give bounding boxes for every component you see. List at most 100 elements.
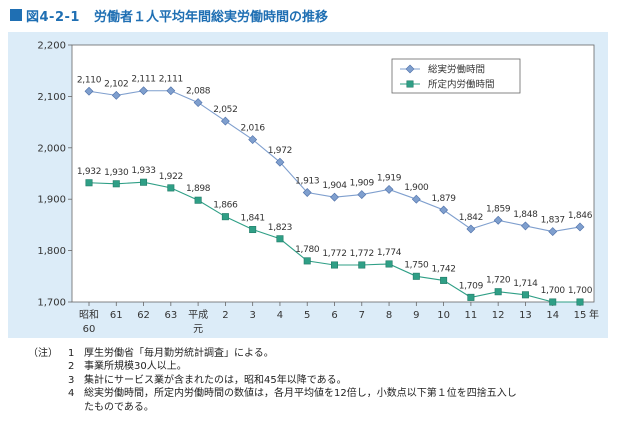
data-label: 1,720 <box>486 276 511 286</box>
data-label: 1,972 <box>268 146 292 156</box>
data-label: 1,909 <box>350 179 375 189</box>
data-point <box>302 188 312 197</box>
x-tick-label: 4 <box>277 310 283 321</box>
chart-panel: 1,700 1,800 1,900 2,000 2,100 2,200 昭和 60 61 62 63… <box>8 32 608 338</box>
data-point <box>549 298 557 306</box>
data-point <box>303 257 311 265</box>
data-point <box>439 205 449 215</box>
x-tick-label: 2 <box>222 310 228 321</box>
data-point <box>358 261 366 269</box>
legend-label: 総実労働時間 <box>428 64 485 76</box>
x-tick-label: 平成 <box>188 309 208 321</box>
x-tick-label: 10 <box>437 310 450 321</box>
x-tick-label: 60 <box>83 324 96 335</box>
note-text: 総実労働時間，所定内労働時間の数値は，各月平均値を12倍し，小数点以下第１位を四… <box>84 388 517 400</box>
x-tick-label: 11 <box>465 310 478 321</box>
data-point <box>548 227 558 237</box>
data-label: 2,110 <box>77 75 102 85</box>
x-tick-label: 61 <box>110 310 123 321</box>
note-number: 3 <box>68 374 75 386</box>
data-point <box>139 86 148 96</box>
data-label: 1,750 <box>404 260 429 270</box>
data-point <box>248 135 258 145</box>
data-point <box>467 293 475 301</box>
data-label: 2,111 <box>159 75 183 85</box>
data-point <box>406 80 414 88</box>
data-label: 1,859 <box>486 204 511 214</box>
data-label: 1,930 <box>104 168 129 178</box>
data-point <box>275 157 285 167</box>
data-point <box>466 224 476 234</box>
data-label: 1,714 <box>513 279 538 289</box>
data-point <box>84 86 94 96</box>
data-label: 2,016 <box>241 124 266 134</box>
note-item: 3 集計にサービス業が含まれたのは，昭和45年以降である。 <box>68 374 347 387</box>
x-tick-label: 63 <box>164 310 177 321</box>
note-text: 事業所規模30人以上。 <box>84 361 187 373</box>
data-label: 1,922 <box>159 172 183 182</box>
notes-head: （注） <box>28 348 58 359</box>
x-tick-label: 元 <box>193 324 203 335</box>
data-label: 1,904 <box>322 181 347 191</box>
data-point <box>112 180 120 188</box>
data-point <box>521 221 530 231</box>
data-label: 2,052 <box>213 105 237 115</box>
data-label: 1,842 <box>459 213 483 223</box>
data-label: 1,932 <box>77 167 101 177</box>
data-label: 1,774 <box>377 248 402 258</box>
data-point <box>166 86 176 96</box>
data-label: 1,841 <box>241 214 265 224</box>
data-label: 1,913 <box>295 177 319 187</box>
y-tick-label: 2,100 <box>37 92 66 103</box>
x-tick-label: 14 <box>546 310 559 321</box>
data-label: 2,088 <box>186 87 211 97</box>
figure-label: 図4-2-1 <box>26 9 80 25</box>
y-tick-label: 2,000 <box>37 143 66 154</box>
data-point <box>385 260 393 268</box>
data-point <box>330 261 338 269</box>
data-point <box>276 235 284 243</box>
data-label: 1,742 <box>431 264 455 274</box>
figure-title: 図4-2-1 労働者１人平均年間総実労働時間の推移 <box>10 4 328 26</box>
x-tick-label: 6 <box>331 310 337 321</box>
data-label: 1,848 <box>513 210 538 220</box>
data-label: 1,700 <box>568 286 593 296</box>
data-point <box>85 179 93 187</box>
x-tick-label: 62 <box>137 310 150 321</box>
note-item: 4 総実労働時間，所定内労働時間の数値は，各月平均値を12倍し，小数点以下第１位を… <box>68 387 517 400</box>
note-number: 4 <box>68 388 75 400</box>
note-continuation: たものである。 <box>84 401 154 413</box>
data-label: 1,846 <box>568 211 593 221</box>
x-tick-label: 昭和 <box>79 309 99 321</box>
data-point <box>494 288 502 296</box>
note-item: 2 事業所規模30人以上。 <box>68 360 187 373</box>
data-point <box>221 213 229 221</box>
data-point <box>357 190 367 199</box>
data-label: 1,823 <box>268 223 292 233</box>
data-label: 2,102 <box>104 79 128 89</box>
data-point <box>575 222 585 232</box>
data-point <box>384 185 394 194</box>
x-tick-label: 13 <box>519 310 532 321</box>
x-tick-label: 5 <box>304 310 310 321</box>
y-tick-label: 2,200 <box>37 41 66 52</box>
data-label: 1,919 <box>377 173 402 183</box>
data-point <box>440 276 448 284</box>
data-point <box>249 226 257 234</box>
x-tick-label: 9 <box>413 310 419 321</box>
data-label: 1,709 <box>459 281 484 291</box>
note-item: 1 厚生労働省「毎月勤労統計調査」による。 <box>68 347 274 360</box>
data-label: 2,111 <box>131 75 155 85</box>
data-point <box>140 178 148 186</box>
y-tick-label: 1,900 <box>37 195 66 206</box>
data-point <box>405 64 415 74</box>
data-point <box>220 116 230 126</box>
data-label: 1,772 <box>350 249 374 259</box>
x-tick-label: 15 <box>574 310 587 321</box>
data-point <box>411 194 421 204</box>
data-point <box>493 215 503 225</box>
data-point <box>330 192 339 202</box>
data-label: 1,866 <box>213 201 238 211</box>
x-tick-label: 7 <box>359 310 365 321</box>
